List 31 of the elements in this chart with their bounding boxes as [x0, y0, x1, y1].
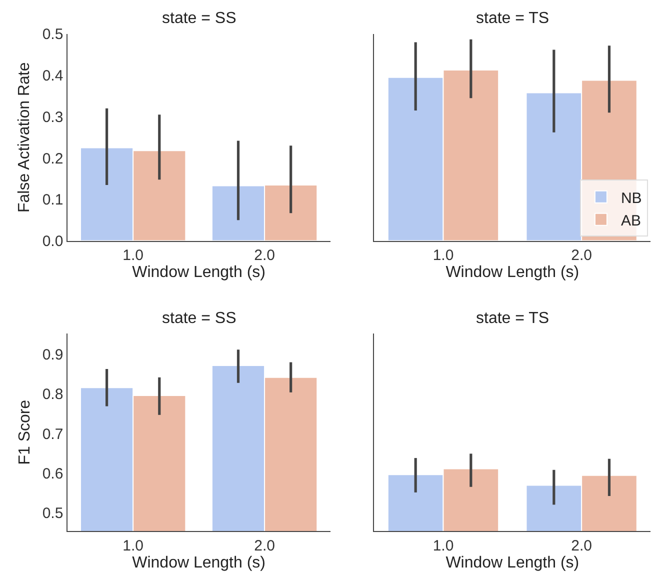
y-tick-label: 0.5 — [42, 26, 64, 44]
y-tick-label: 0.1 — [42, 192, 64, 209]
x-tick-label: 1.0 — [122, 537, 144, 554]
x-tick-label: 1.0 — [432, 246, 454, 264]
y-tick-label: 0.4 — [42, 68, 64, 85]
x-tick-label: 1.0 — [122, 246, 144, 264]
chart-title: state = TS — [476, 10, 550, 27]
y-tick-label: 0.0 — [42, 233, 64, 250]
x-axis-title: Window Length (s) — [446, 554, 580, 572]
chart-title: state = TS — [476, 310, 550, 327]
x-axis-title: Window Length (s) — [446, 264, 580, 281]
y-tick-label: 0.5 — [42, 504, 64, 522]
chart-title: state = SS — [162, 10, 236, 27]
x-tick-label: 2.0 — [571, 537, 592, 554]
y-tick-label: 0.3 — [42, 108, 64, 126]
y-tick-label: 0.7 — [42, 426, 64, 443]
y-tick-label: 0.9 — [42, 346, 64, 364]
y-tick-label: 0.2 — [42, 150, 64, 168]
legend-label: AB — [620, 212, 641, 230]
y-axis-title: F1 Score — [16, 400, 34, 465]
x-axis-title: Window Length (s) — [132, 554, 266, 572]
legend-label: NB — [620, 190, 642, 207]
y-axis-title: False Activation Rate — [16, 62, 34, 213]
y-tick-label: 0.8 — [42, 386, 64, 404]
x-tick-label: 2.0 — [254, 246, 275, 264]
chart-title: state = SS — [162, 310, 236, 327]
x-tick-label: 2.0 — [571, 246, 592, 264]
x-axis-title: Window Length (s) — [132, 264, 266, 281]
x-tick-label: 1.0 — [432, 537, 454, 554]
y-tick-label: 0.6 — [42, 465, 64, 482]
x-tick-label: 2.0 — [254, 537, 275, 554]
